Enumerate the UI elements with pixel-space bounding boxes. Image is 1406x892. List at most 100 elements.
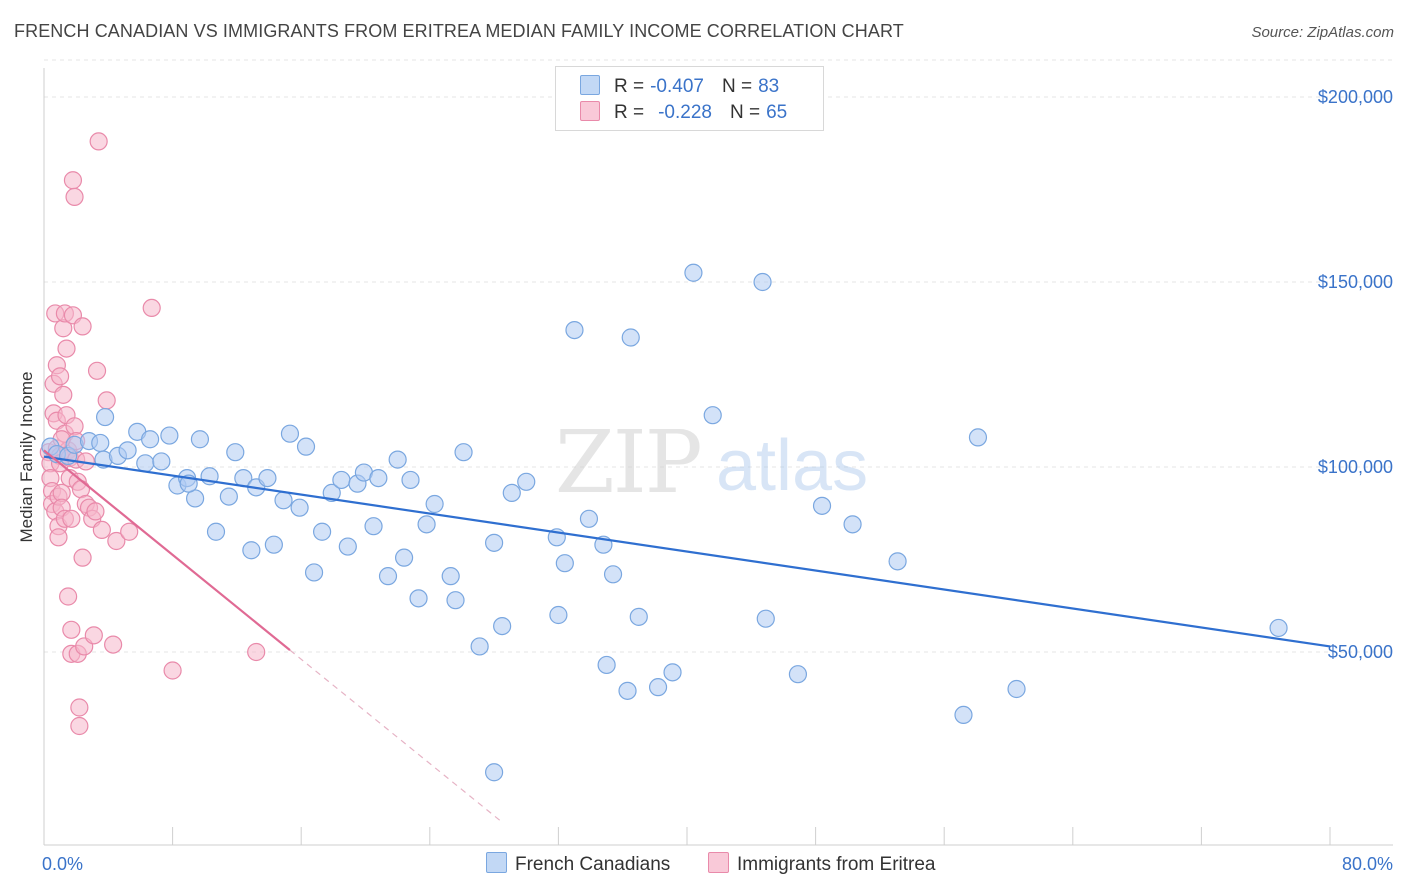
eritrea-point-54 xyxy=(89,132,108,151)
french-canadian-point-20 xyxy=(206,522,226,541)
y-tick-label-3: $200,000 xyxy=(1318,87,1393,107)
legend-r-label: R = xyxy=(614,76,645,97)
french-canadian-point-66 xyxy=(629,607,648,626)
french-canadian-point-65 xyxy=(621,328,640,347)
french-canadian-point-13 xyxy=(152,452,171,471)
french-canadian-point-62 xyxy=(597,655,616,675)
french-canadian-point-44 xyxy=(401,470,420,490)
eritrea-point-42 xyxy=(70,698,89,717)
chart-source: Source: ZipAtlas.com xyxy=(1251,24,1394,41)
trend-line-eritrea-extension xyxy=(289,649,503,823)
y-tick-label-2: $150,000 xyxy=(1318,272,1393,292)
eritrea-point-62 xyxy=(247,642,266,662)
french-canadian-point-49 xyxy=(446,591,465,610)
french-canadian-point-30 xyxy=(290,498,309,517)
french-canadian-point-76 xyxy=(888,552,907,571)
eritrea-point-57 xyxy=(104,635,123,654)
french-canadian-point-50 xyxy=(454,443,473,462)
trend-line-french-canadians xyxy=(43,455,1331,648)
french-canadian-point-5 xyxy=(91,433,110,453)
series-legend-swatch-pink xyxy=(708,852,729,873)
french-canadian-point-73 xyxy=(788,665,808,684)
trend-line-eritrea xyxy=(43,449,291,652)
series-legend-label-pink: Immigrants from Eritrea xyxy=(737,854,936,875)
legend-r-value-blue: -0.407 xyxy=(650,76,704,97)
french-canadian-point-46 xyxy=(417,515,436,534)
watermark-atlas: atlas xyxy=(716,426,868,506)
series-french-canadians xyxy=(41,263,1288,782)
eritrea-point-52 xyxy=(86,502,105,521)
eritrea-point-60 xyxy=(142,298,161,317)
french-canadian-point-57 xyxy=(549,605,568,625)
series-legend-swatch-blue xyxy=(486,852,507,873)
eritrea-point-59 xyxy=(120,522,139,541)
french-canadian-point-71 xyxy=(753,272,772,292)
watermark: ZIP atlas xyxy=(555,413,868,513)
french-canadian-point-81 xyxy=(485,763,504,782)
french-canadian-point-64 xyxy=(618,681,637,700)
french-canadian-point-79 xyxy=(1007,679,1026,699)
trend-lines xyxy=(43,449,1331,823)
french-canadian-point-31 xyxy=(296,437,316,456)
correlation-legend: R = -0.407 N = 83 R = -0.228 N = 65 xyxy=(555,66,824,131)
french-canadian-point-52 xyxy=(485,533,504,552)
french-canadian-point-69 xyxy=(684,263,703,282)
legend-row-blue: R = -0.407 N = 83 xyxy=(580,75,779,99)
eritrea-point-53 xyxy=(87,361,107,380)
french-canadian-point-36 xyxy=(338,537,357,556)
legend-r-label: R = xyxy=(614,102,645,123)
french-canadian-point-35 xyxy=(332,470,351,490)
eritrea-point-32 xyxy=(62,620,81,639)
x-axis-ticks xyxy=(43,827,1331,845)
french-canadian-point-55 xyxy=(517,472,536,491)
x-tick-label-min: 0.0% xyxy=(42,854,83,874)
eritrea-point-31 xyxy=(62,509,81,528)
french-canadian-point-32 xyxy=(304,563,324,582)
french-canadian-point-43 xyxy=(394,548,414,567)
eritrea-point-21 xyxy=(54,385,73,404)
french-canadian-point-75 xyxy=(843,515,862,534)
french-canadian-point-27 xyxy=(264,535,283,554)
french-canadian-point-47 xyxy=(425,494,444,514)
eritrea-point-43 xyxy=(70,716,89,736)
y-axis-tick-labels: $50,000 $100,000 $150,000 $200,000 xyxy=(1318,87,1393,662)
french-canadian-point-77 xyxy=(954,705,973,725)
legend-n-label: N = xyxy=(729,102,761,123)
legend-n-value-blue: 83 xyxy=(758,76,780,97)
french-canadian-point-29 xyxy=(280,424,300,443)
legend-swatch-blue xyxy=(580,75,600,95)
french-canadian-point-58 xyxy=(555,554,574,573)
french-canadian-point-68 xyxy=(663,663,682,682)
series-legend-immigrants-from-eritrea: Immigrants from Eritrea xyxy=(708,852,935,876)
y-tick-label-1: $100,000 xyxy=(1318,457,1393,477)
french-canadian-point-72 xyxy=(756,609,775,628)
french-canadian-point-21 xyxy=(219,487,238,506)
french-canadian-point-51 xyxy=(470,637,489,656)
french-canadian-point-48 xyxy=(441,567,460,586)
eritrea-point-51 xyxy=(84,626,103,645)
french-canadian-point-80 xyxy=(1269,618,1288,638)
french-canadian-point-18 xyxy=(190,430,210,449)
eritrea-point-14 xyxy=(49,528,68,547)
legend-n-value-pink: 65 xyxy=(766,102,788,123)
french-canadian-point-78 xyxy=(968,428,988,447)
eritrea-point-56 xyxy=(97,391,116,410)
eritrea-point-45 xyxy=(73,317,92,336)
eritrea-point-15 xyxy=(50,367,70,386)
eritrea-point-28 xyxy=(59,587,78,606)
legend-n-label: N = xyxy=(721,76,753,97)
eritrea-point-58 xyxy=(107,531,126,551)
french-canadian-point-26 xyxy=(258,469,277,488)
eritrea-point-36 xyxy=(65,187,84,206)
french-canadian-point-45 xyxy=(409,589,428,608)
gridlines xyxy=(44,59,1393,653)
eritrea-point-55 xyxy=(92,520,111,540)
french-canadian-point-54 xyxy=(502,483,521,502)
eritrea-point-25 xyxy=(57,339,76,358)
legend-row-pink: R = -0.228 N = 65 xyxy=(580,101,787,125)
french-canadian-point-40 xyxy=(369,469,388,488)
french-canadian-point-34 xyxy=(322,483,341,502)
french-canadian-point-42 xyxy=(388,450,407,469)
y-tick-label-0: $50,000 xyxy=(1328,642,1393,662)
